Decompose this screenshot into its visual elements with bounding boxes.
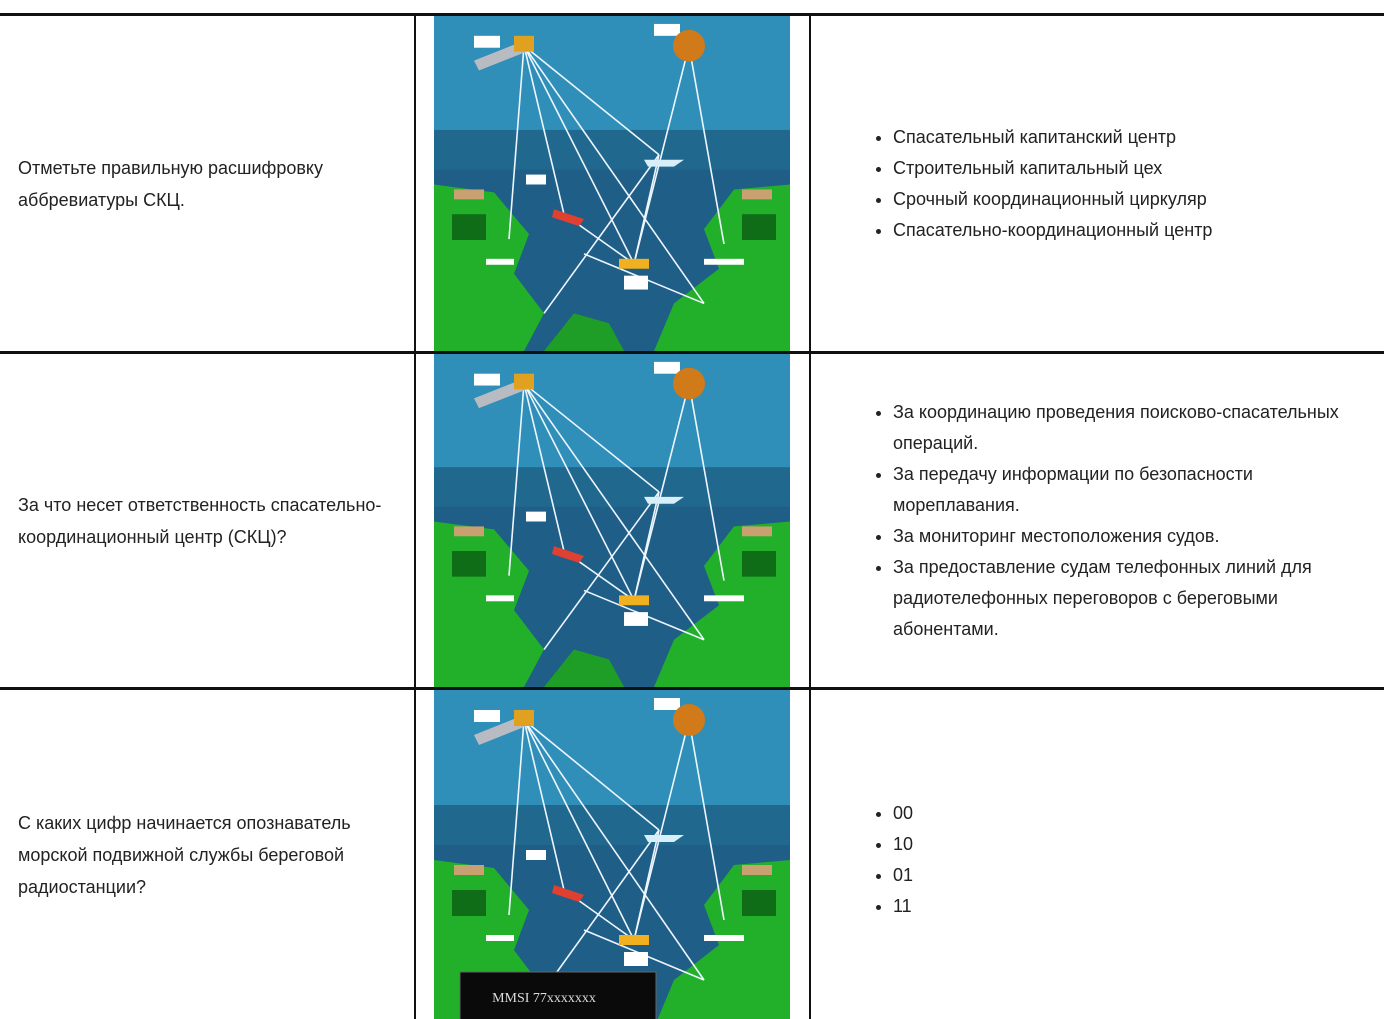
- answer: За передачу информации по безопасности м…: [893, 459, 1355, 521]
- border: [0, 687, 1384, 690]
- answers: 00 10 01 11: [855, 690, 1355, 1019]
- question-text: С каких цифр начинается опознаватель мор…: [18, 812, 351, 897]
- answer: 11: [893, 891, 913, 922]
- border: [809, 14, 811, 1019]
- answers: За координацию проведения поисково-спаса…: [855, 354, 1355, 687]
- answers: Спасательный капитанский центр Строитель…: [855, 16, 1355, 351]
- question-text: За что несет ответственность спасательно…: [18, 494, 382, 547]
- question-text: Отметьте правильную расшифровку аббревиа…: [18, 157, 323, 210]
- question: С каких цифр начинается опознаватель мор…: [18, 690, 408, 1019]
- border: [0, 351, 1384, 354]
- answer: Спасательный капитанский центр: [893, 122, 1212, 153]
- answer: 01: [893, 860, 913, 891]
- answer: Срочный координационный циркуляр: [893, 184, 1212, 215]
- question: За что несет ответственность спасательно…: [18, 354, 408, 687]
- answer: За координацию проведения поисково-спаса…: [893, 397, 1355, 459]
- border: [414, 14, 416, 1019]
- answer: 00: [893, 798, 913, 829]
- answer: За мониторинг местоположения судов.: [893, 521, 1355, 552]
- illustration: [434, 16, 790, 351]
- border: [0, 13, 1384, 16]
- answer: Строительный капитальный цех: [893, 153, 1212, 184]
- question: Отметьте правильную расшифровку аббревиа…: [18, 16, 408, 351]
- answer: 10: [893, 829, 913, 860]
- answer: За предоставление судам телефонных линий…: [893, 552, 1355, 645]
- illustration: MMSI 77xxxxxxx: [434, 690, 790, 1019]
- image-label: MMSI 77xxxxxxx: [492, 991, 596, 1006]
- illustration: [434, 354, 790, 687]
- label-box: [459, 971, 657, 1019]
- answer: Спасательно-координационный центр: [893, 215, 1212, 246]
